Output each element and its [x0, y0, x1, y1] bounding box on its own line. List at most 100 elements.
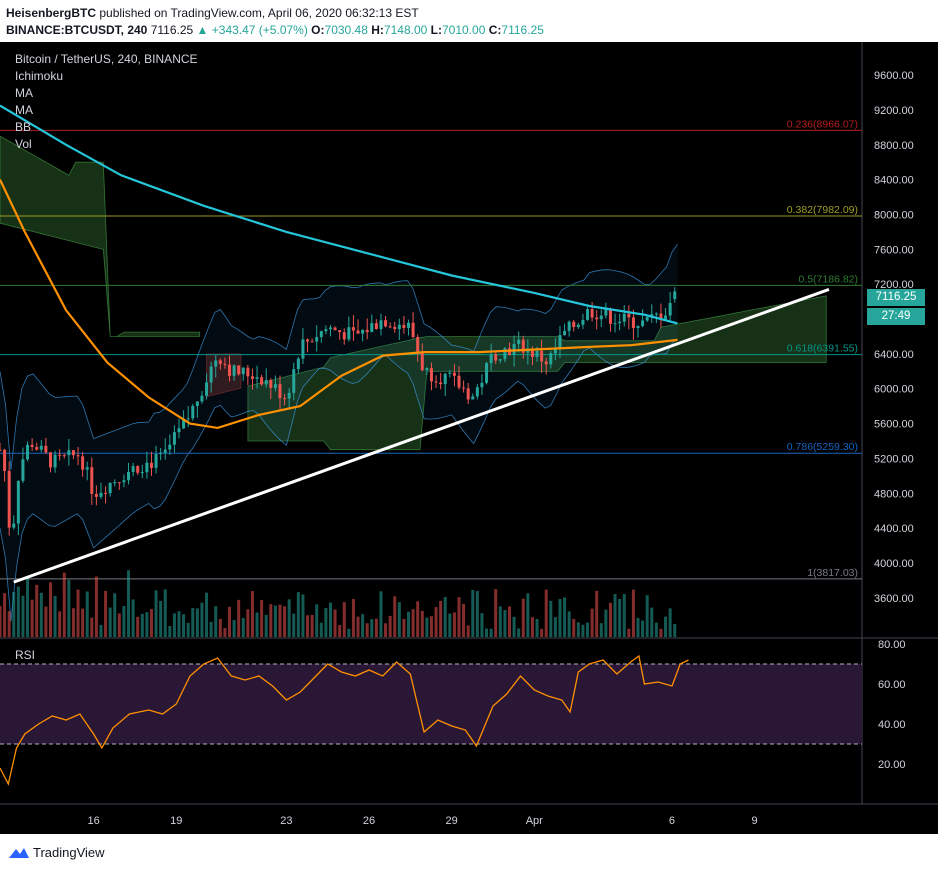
volume-bar — [553, 617, 557, 637]
volume-bar — [168, 625, 172, 637]
legend-bb[interactable]: BB — [15, 120, 32, 134]
rsi-label[interactable]: RSI — [15, 648, 36, 662]
volume-bar — [641, 620, 645, 637]
ma-orange-line — [0, 179, 678, 430]
legend-vol[interactable]: Vol — [15, 137, 32, 151]
price-tick-label: 6400.00 — [874, 349, 914, 361]
volume-bar — [457, 597, 461, 637]
volume-bar — [250, 591, 254, 637]
volume-bar — [480, 613, 484, 637]
candle-body — [668, 303, 672, 316]
volume-bar — [241, 617, 245, 637]
volume-bar — [296, 592, 300, 637]
price-tick-label: 9200.00 — [874, 105, 914, 117]
candle-body — [462, 387, 466, 389]
volume-bar — [319, 622, 323, 637]
volume-bar — [287, 599, 291, 637]
legend-ma-2[interactable]: MA — [15, 103, 33, 117]
candle-body — [374, 323, 378, 330]
legend-ichimoku[interactable]: Ichimoku — [15, 69, 64, 83]
volume-bar — [218, 618, 222, 637]
candle-body — [16, 480, 20, 524]
time-tick-label: 29 — [446, 815, 458, 827]
candle-body — [205, 382, 209, 396]
candle-body — [411, 322, 415, 338]
volume-bar — [370, 619, 374, 637]
candle-body — [44, 445, 48, 453]
volume-bar — [149, 609, 153, 637]
price-tick-label: 5600.00 — [874, 419, 914, 431]
candle-body — [324, 329, 328, 332]
volume-bar — [200, 602, 204, 637]
footer: TradingView — [0, 834, 938, 871]
footer-brand[interactable]: TradingView — [33, 845, 105, 860]
rsi-tick-label: 60.00 — [878, 679, 906, 691]
candle-body — [273, 384, 277, 388]
candle-body — [521, 339, 525, 353]
volume-bar — [12, 591, 16, 637]
candle-body — [664, 315, 668, 320]
candle-body — [159, 452, 163, 455]
volume-bar — [283, 606, 287, 637]
candle-body — [567, 321, 571, 331]
candle-body — [172, 432, 176, 445]
volume-bar — [0, 605, 2, 637]
candle-body — [30, 444, 34, 447]
volume-bar — [439, 600, 443, 637]
candle-body — [402, 324, 406, 328]
candle-body — [237, 365, 241, 375]
candle-body — [0, 449, 2, 451]
fib-label-5: 1(3817.03) — [807, 567, 858, 579]
candle-body — [76, 455, 80, 457]
candle-body — [420, 352, 424, 371]
candle-body — [195, 401, 199, 406]
candle-body — [191, 405, 195, 419]
candle-body — [370, 323, 374, 333]
candle-body — [434, 381, 438, 383]
volume-bar — [53, 596, 57, 637]
candle-body — [12, 523, 16, 528]
fib-label-2: 0.5(7186.82) — [798, 273, 858, 285]
volume-bar — [503, 610, 507, 637]
rsi-line — [0, 654, 689, 786]
publisher-name[interactable]: HeisenbergBTC — [6, 6, 97, 20]
candle-body — [576, 324, 580, 328]
candle-body — [530, 348, 534, 357]
candle-body — [429, 368, 433, 382]
volume-bar — [310, 614, 314, 637]
volume-bar — [558, 599, 562, 637]
volume-bar — [402, 618, 406, 637]
candle-body — [292, 369, 296, 393]
candle-body — [214, 360, 218, 367]
volume-bar — [223, 627, 227, 637]
candle-body — [636, 326, 640, 328]
volume-bar — [227, 606, 231, 637]
bb-fill — [0, 244, 678, 622]
trendline-group[interactable] — [13, 287, 830, 584]
volume-bar — [590, 608, 594, 637]
volume-bar — [30, 599, 34, 637]
volume-bar — [645, 595, 649, 637]
volume-bar — [145, 612, 149, 637]
candle-body — [466, 388, 470, 400]
price-change: ▲ +343.47 (+5.07%) — [196, 23, 308, 37]
volume-bar — [347, 628, 351, 637]
last-price-tag: 7116.25 — [867, 289, 925, 306]
candle-body — [85, 467, 89, 470]
tradingview-logo-icon[interactable] — [8, 845, 30, 859]
volume-bar — [117, 613, 121, 637]
high-value: 7148.00 — [383, 23, 428, 37]
candle-body — [489, 354, 493, 364]
candle-body — [209, 366, 213, 383]
chart-canvas[interactable]: 0.236(8966.07) 0.382(7982.09) 0.5(7186.82)… — [0, 42, 938, 834]
candle-body — [108, 482, 112, 494]
cloud-segment-2 — [247, 295, 827, 451]
legend-ma-1[interactable]: MA — [15, 86, 33, 100]
candle-body — [388, 326, 392, 328]
candle-body — [296, 358, 300, 370]
candle-body — [439, 382, 443, 385]
rsi-tick-label: 80.00 — [878, 639, 906, 651]
low-label: L: — [430, 23, 442, 37]
volume-bar — [39, 592, 43, 637]
chart-area[interactable]: 0.236(8966.07) 0.382(7982.09) 0.5(7186.82)… — [0, 42, 938, 834]
